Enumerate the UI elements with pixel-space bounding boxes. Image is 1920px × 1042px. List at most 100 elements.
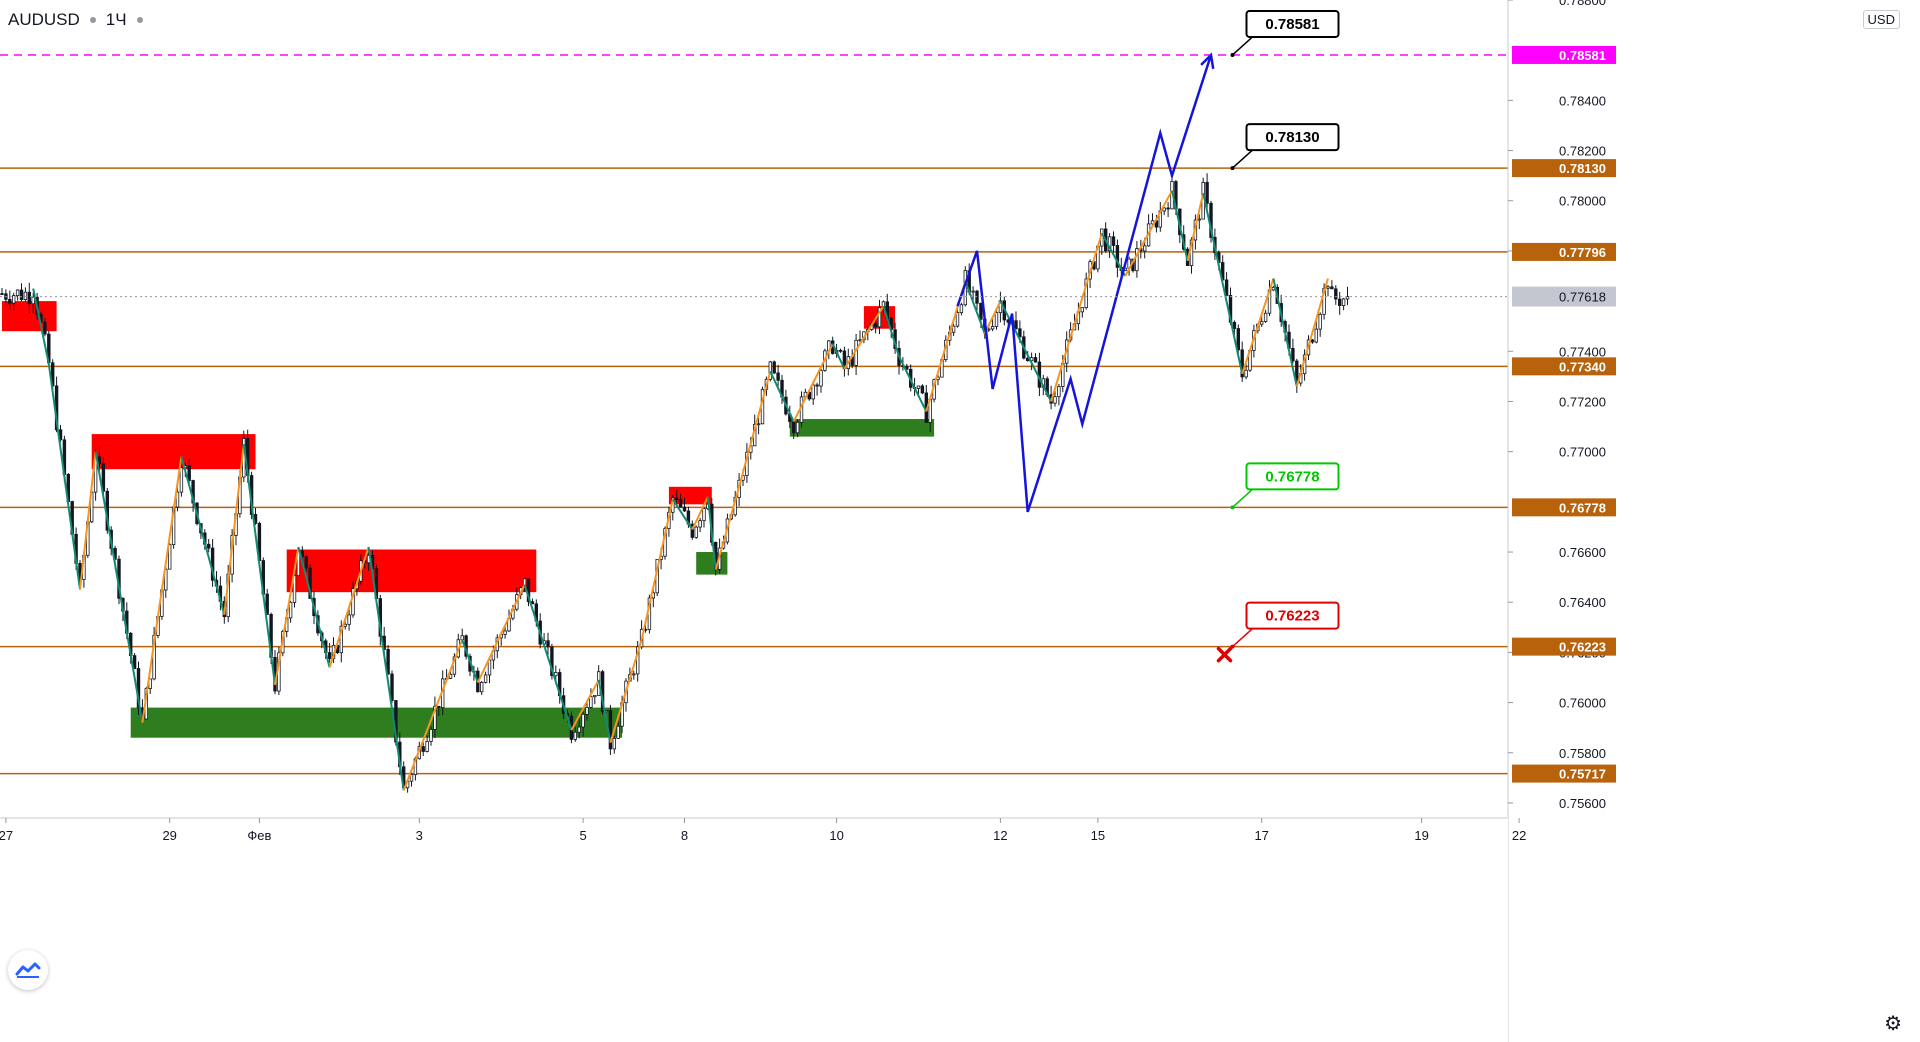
candle-body: [347, 614, 351, 625]
candle-body: [437, 705, 441, 708]
candle-body: [795, 421, 800, 434]
time-tick-label: 8: [681, 828, 688, 843]
zigzag-segment: [597, 679, 612, 743]
price-tick-label: 0.78200: [1559, 144, 1606, 159]
zigzag-segment: [1272, 278, 1298, 387]
candle-body: [1244, 369, 1248, 378]
candle-body: [792, 421, 796, 434]
candle-body: [546, 640, 550, 648]
callout-label: 0.76778: [1265, 468, 1319, 485]
candle-body: [612, 738, 616, 750]
candle-body: [877, 307, 882, 328]
zigzag-segment: [180, 456, 226, 616]
candle-body: [994, 312, 999, 327]
zigzag-segment: [609, 639, 643, 744]
separator-dot-icon: [136, 17, 143, 23]
candle-body: [460, 635, 464, 641]
level-price-tag: [1512, 637, 1616, 656]
zigzag-segment: [1241, 278, 1275, 375]
candle-body: [690, 523, 694, 538]
zigzag-segment: [141, 456, 183, 723]
candle-body: [288, 601, 293, 619]
candle-body: [776, 372, 780, 381]
candle-body: [429, 729, 433, 742]
candle-body: [702, 508, 706, 522]
candle-body: [1322, 287, 1326, 315]
projection-arrow-icon: [1200, 52, 1215, 69]
candle-body: [1197, 218, 1201, 221]
candle-body: [1111, 236, 1116, 246]
candle-body: [1014, 320, 1018, 330]
candle-body: [975, 290, 979, 304]
time-tick-label: 17: [1254, 828, 1268, 843]
stop-cross-icon: [1216, 646, 1233, 663]
callout-box: [1245, 462, 1340, 491]
zigzag-segment: [461, 639, 479, 683]
candle-body: [990, 326, 995, 330]
candle-body: [955, 312, 960, 327]
projection-path: [956, 54, 1213, 513]
price-tick-label: 0.77000: [1559, 445, 1606, 460]
candle-body: [175, 491, 180, 508]
callout-pointer: [1231, 149, 1254, 169]
level-price-label: 0.78130: [1559, 161, 1606, 176]
settings-gear-icon[interactable]: ⚙: [1884, 1013, 1902, 1035]
candle-body: [1318, 313, 1322, 330]
callout-pointer: [1231, 36, 1254, 56]
interval-label[interactable]: 1Ч: [105, 10, 127, 29]
candle-body: [593, 695, 597, 698]
zigzag-segment: [328, 546, 370, 668]
candle-body: [678, 499, 683, 508]
candle-body: [1341, 298, 1346, 306]
currency-badge[interactable]: USD: [1862, 10, 1900, 29]
time-axis-bg: [0, 818, 1508, 1042]
callout-box: [1245, 601, 1340, 630]
zigzag-segment: [1295, 278, 1329, 387]
candle-body: [920, 385, 925, 394]
zigzag-segment: [242, 444, 276, 686]
candle-body: [682, 506, 687, 512]
candle-body: [421, 746, 425, 752]
callout-anchor: [1230, 166, 1235, 171]
time-tick-label: 10: [829, 828, 843, 843]
candle-body: [386, 649, 390, 675]
symbol-header[interactable]: AUDUSD 1Ч: [8, 10, 143, 30]
level-price-tag: [1512, 498, 1616, 517]
zigzag-segment: [983, 300, 1002, 335]
candle-body: [179, 467, 184, 493]
zigzag-segment: [999, 300, 1052, 402]
candle-body: [838, 349, 843, 352]
level-price-label: 0.77340: [1559, 359, 1606, 374]
candle-body: [409, 774, 414, 782]
zigzag-segment: [671, 498, 694, 530]
last-price-tag: [1512, 286, 1616, 307]
candle-body: [1166, 207, 1170, 210]
price-tick-label: 0.77200: [1559, 394, 1606, 409]
zigzag-segment: [1124, 190, 1173, 277]
price-tick-label: 0.75600: [1559, 796, 1606, 811]
candle-body: [31, 296, 35, 305]
candle-body: [1334, 288, 1338, 300]
level-price-tag: [1512, 357, 1616, 376]
time-tick-label: 27: [0, 828, 13, 843]
price-tick-label: 0.76400: [1559, 595, 1606, 610]
candle-body: [27, 291, 31, 305]
candle-body: [608, 710, 613, 750]
tradingview-logo-icon[interactable]: [8, 950, 48, 990]
zigzag-segment: [94, 451, 144, 723]
candle-body: [815, 384, 819, 387]
zigzag-segment: [32, 288, 50, 365]
candle-body: [971, 290, 975, 293]
zigzag-segment: [1202, 192, 1244, 375]
candle-body: [951, 325, 956, 333]
candle-body: [694, 526, 698, 538]
level-price-label: 0.76223: [1559, 640, 1606, 655]
time-tick-label: Фев: [247, 828, 271, 843]
time-tick-label: 22: [1512, 828, 1526, 843]
callout-box: [1245, 9, 1340, 38]
zigzag-segment: [898, 355, 928, 412]
candle-body: [811, 384, 815, 400]
candle-body: [959, 304, 964, 314]
